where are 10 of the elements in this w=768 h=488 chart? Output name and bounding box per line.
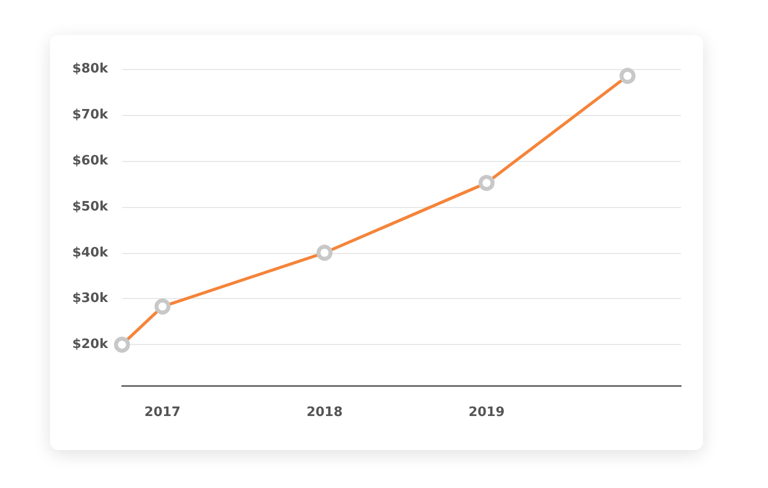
y-tick-label: $70k [72, 107, 108, 122]
y-tick-label: $30k [72, 291, 108, 306]
y-tick-label: $20k [72, 337, 108, 352]
y-tick-label: $60k [72, 153, 108, 168]
x-tick-label: 2019 [468, 405, 505, 420]
x-tick-label: 2018 [306, 405, 343, 420]
x-tick-label: 2017 [144, 405, 181, 420]
y-tick-label: $40k [72, 245, 108, 260]
y-tick-label: $50k [72, 199, 108, 214]
y-tick-label: $80k [72, 62, 108, 76]
